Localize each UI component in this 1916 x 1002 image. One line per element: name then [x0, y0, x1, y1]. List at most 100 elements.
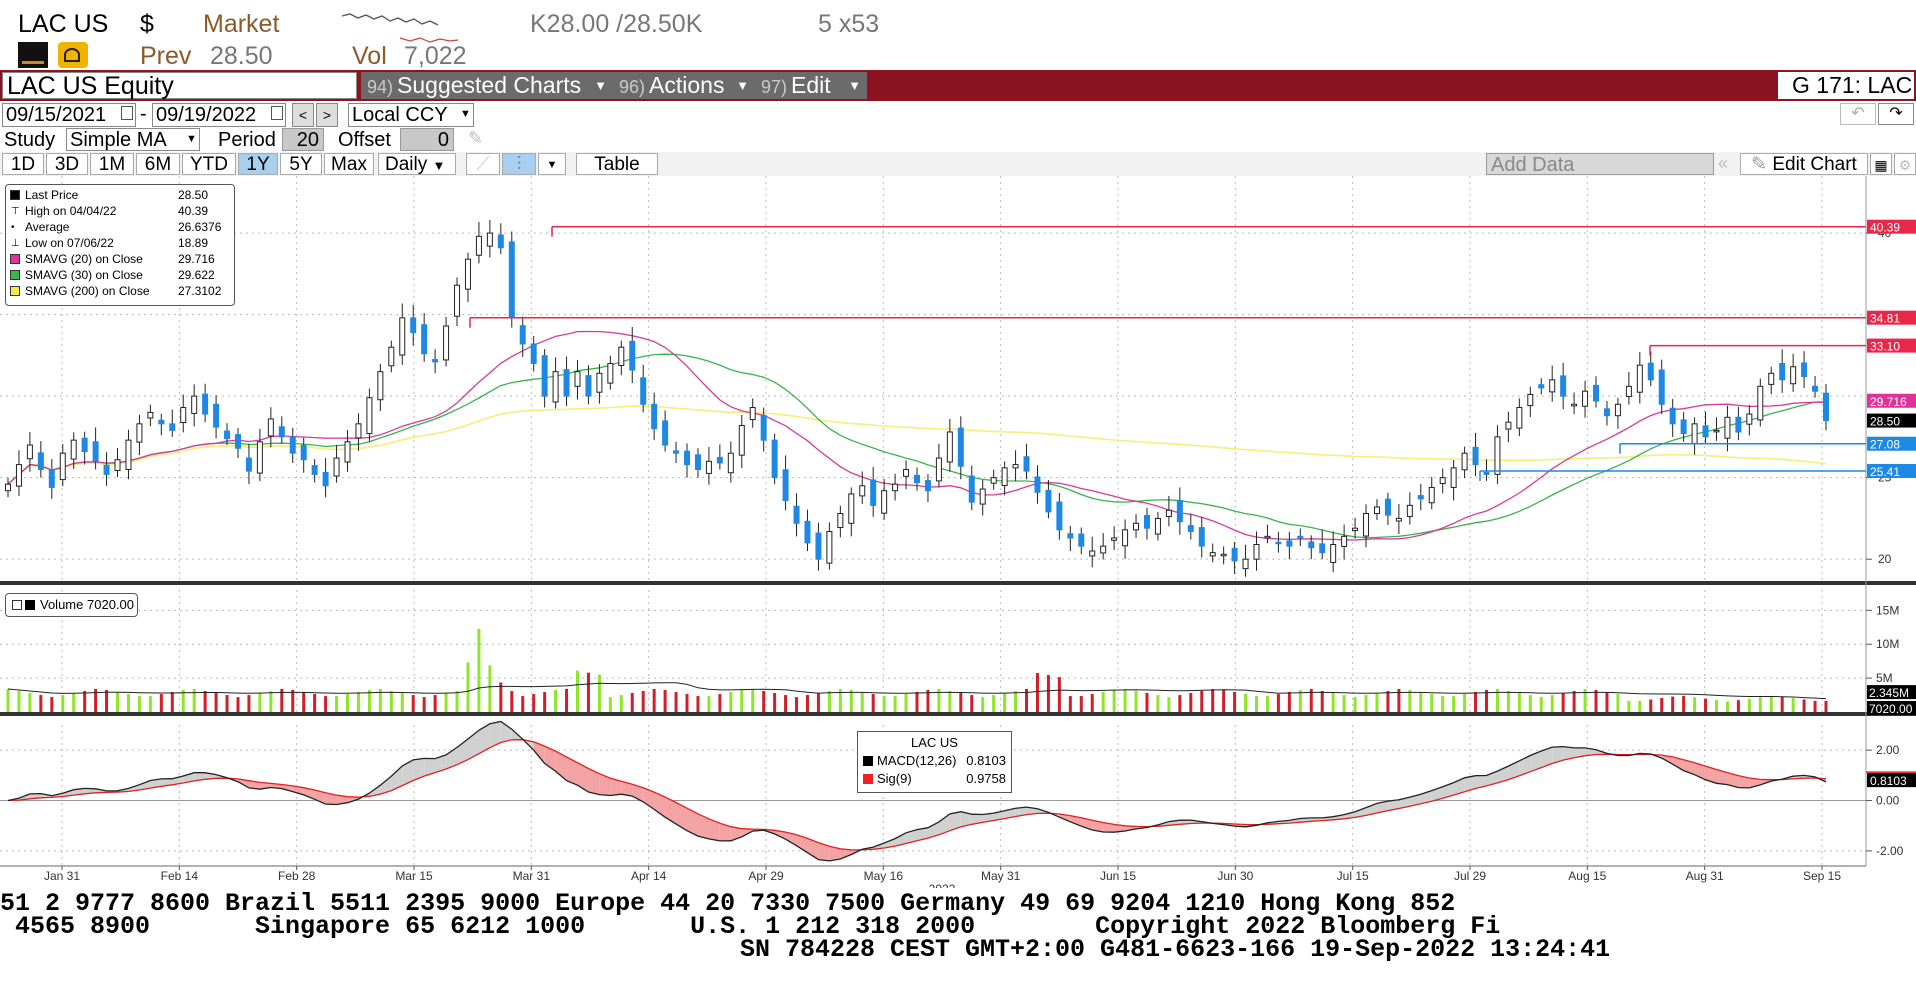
candle-chart-icon[interactable]: ⫶ [502, 153, 536, 175]
volume-legend-name: Volume [40, 597, 84, 612]
calendar-icon[interactable] [121, 106, 133, 120]
collapse-icon[interactable]: « [1718, 153, 1729, 173]
price-candle [1242, 544, 1249, 577]
macd-histogram-fill [1519, 755, 1531, 776]
legend-swatch [10, 190, 20, 200]
redo-icon[interactable]: ↷ [1878, 103, 1914, 125]
volume-bar [707, 696, 711, 712]
edit-chart-button[interactable]: ✎ Edit Chart [1740, 153, 1868, 175]
candle-body [1231, 547, 1238, 562]
candle-body [585, 375, 592, 397]
volume-bar [816, 693, 820, 712]
candle-body [552, 371, 559, 403]
macd-histogram-fill [161, 778, 173, 787]
candle-body [870, 479, 877, 506]
offset-field[interactable]: 0 [400, 128, 454, 151]
macd-histogram-fill [281, 784, 293, 792]
tab-max[interactable]: Max [324, 153, 374, 175]
price-candle [1560, 362, 1567, 410]
candle-body [1341, 535, 1348, 547]
add-data-input[interactable]: Add Data [1486, 153, 1714, 176]
candle-body [5, 483, 11, 492]
collapse-icon[interactable] [12, 600, 22, 610]
volume-legend: Volume 7020.00 [5, 593, 138, 617]
volume-bar [1704, 698, 1708, 712]
candle-body [530, 343, 537, 365]
edit-button[interactable]: 97) Edit ▼ [755, 72, 867, 99]
candle-body [1669, 407, 1676, 425]
price-candle [607, 355, 614, 390]
volume-bar [608, 697, 612, 712]
pencil-icon[interactable]: ✎ [468, 128, 484, 148]
currency-select[interactable]: Local CCY [348, 103, 474, 127]
chart-settings-icon[interactable]: ▦ [1870, 153, 1892, 175]
volume-bar [455, 690, 459, 712]
line-chart-icon[interactable]: ⟋ [466, 153, 500, 175]
frequency-select[interactable]: Daily ▼ [378, 153, 456, 175]
macd-histogram-fill [884, 838, 896, 849]
macd-histogram-fill [1026, 807, 1038, 815]
tab-1d[interactable]: 1D [2, 153, 44, 175]
price-candle [1023, 443, 1030, 480]
study-select[interactable]: Simple MA [66, 128, 200, 151]
prev-period-button[interactable]: < [292, 103, 314, 127]
tab-ytd[interactable]: YTD [182, 153, 236, 175]
volume-bar [948, 690, 952, 712]
macd-signal-line [7, 739, 1827, 851]
sma-30-line [7, 353, 1827, 539]
suggested-charts-button[interactable]: 94) Suggested Charts ▼ [361, 72, 613, 99]
candle-body [1483, 471, 1490, 475]
price-candle [782, 455, 789, 511]
price-candle [574, 359, 581, 400]
volume-bar [882, 696, 886, 712]
volume-bar [740, 689, 744, 712]
volume-bar [784, 695, 788, 712]
tab-3d[interactable]: 3D [46, 153, 88, 175]
undo-icon[interactable]: ↶ [1840, 103, 1876, 125]
price-candle [1165, 495, 1172, 527]
monitor-icon[interactable] [18, 42, 48, 68]
speedometer-icon[interactable] [58, 42, 88, 68]
tab-6m[interactable]: 6M [136, 153, 180, 175]
tab-1y[interactable]: 1Y [238, 153, 278, 175]
actions-button[interactable]: 96) Actions ▼ [613, 72, 755, 99]
candle-body [1812, 385, 1819, 392]
candle-body [727, 452, 734, 474]
period-field[interactable]: 20 [282, 128, 324, 151]
price-candle [1603, 401, 1610, 426]
price-candle [48, 459, 55, 499]
volume-bar [1714, 700, 1718, 712]
volume-bar [663, 689, 667, 712]
candle-body [1165, 509, 1172, 517]
volume-bar [356, 692, 360, 712]
candle-body [1198, 527, 1205, 547]
volume-bar [1353, 697, 1357, 712]
macd-axis-label: -2.00 [1876, 844, 1904, 858]
price-candle [399, 303, 406, 365]
volume-bar [1342, 695, 1346, 712]
legend-name: SMAVG (20) on Close [25, 252, 143, 266]
tab-1m[interactable]: 1M [90, 153, 134, 175]
calendar-icon[interactable] [271, 106, 283, 120]
volume-bar [105, 689, 109, 712]
chevron-down-icon[interactable]: ▼ [538, 153, 566, 175]
table-button[interactable]: Table [576, 153, 658, 175]
price-candle [366, 388, 373, 442]
gear-icon[interactable]: ⚙ [1894, 153, 1916, 175]
end-date-field[interactable]: 09/19/2022 [152, 103, 286, 127]
legend-value: 29.622 [178, 268, 215, 282]
next-period-button[interactable]: > [316, 103, 338, 127]
start-date-field[interactable]: 09/15/2021 [2, 103, 136, 127]
price-candle [1801, 351, 1808, 388]
legend-value: 29.716 [178, 252, 215, 266]
candle-body [1472, 446, 1479, 466]
price-candle [180, 394, 187, 433]
candle-body [1647, 362, 1654, 381]
volume-bar [324, 696, 328, 712]
candle-body [738, 424, 745, 456]
price-candle [727, 441, 734, 483]
price-candle [1549, 365, 1556, 402]
security-field[interactable]: LAC US Equity [2, 72, 357, 100]
tab-5y[interactable]: 5Y [280, 153, 322, 175]
legend-swatch [10, 286, 20, 296]
